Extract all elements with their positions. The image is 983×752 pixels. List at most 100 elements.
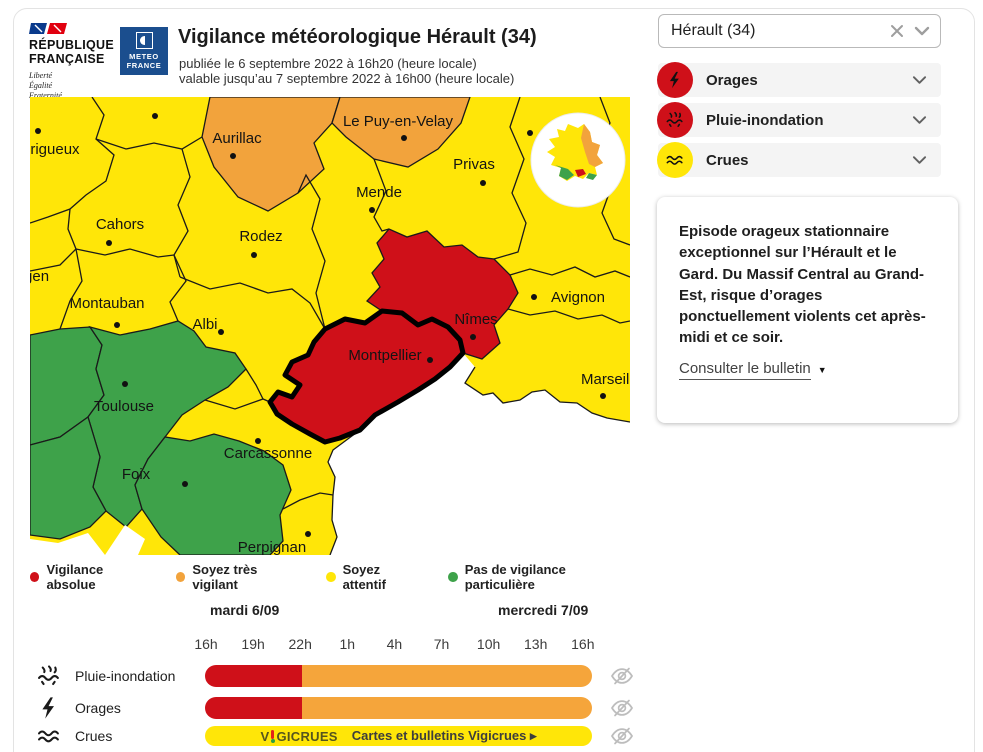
city-dot — [255, 438, 261, 444]
coastline — [327, 429, 361, 555]
city-dot — [218, 329, 224, 335]
department-hautes-pyrenees[interactable] — [30, 415, 107, 540]
city-dot — [427, 357, 433, 363]
map-city-label: Toulouse — [94, 398, 154, 415]
map-city-label: Montauban — [69, 295, 144, 312]
city-labels-layer: Périgueux Aurillac Le Puy-en-Velay Privas Me… — [30, 113, 630, 555]
chevron-down-icon[interactable] — [912, 75, 927, 85]
city-dot — [114, 322, 120, 328]
map-city-label: Agen — [30, 268, 49, 285]
city-dot — [527, 130, 533, 136]
legend-item: Vigilance absolue — [30, 562, 150, 592]
legend-item: Soyez très vigilant — [175, 562, 300, 592]
chevron-down-icon[interactable] — [912, 115, 927, 125]
hour-tick-label: 4h — [386, 636, 403, 652]
city-dot — [531, 294, 537, 300]
meteo-france-logo: METEO FRANCE — [120, 27, 168, 75]
legend-color-dot — [326, 572, 336, 582]
rain-flood-icon — [657, 102, 693, 138]
vigilance-map[interactable]: Périgueux Aurillac Le Puy-en-Velay Privas Me… — [30, 97, 630, 555]
timeline-row-orages: Orages — [30, 695, 635, 721]
hour-tick-label: 1h — [339, 636, 356, 652]
department-select-value: Hérault (34) — [671, 22, 756, 39]
timeline-row-label: Orages — [75, 700, 121, 716]
french-flag-icon — [29, 23, 67, 34]
map-city-label: Avignon — [551, 289, 605, 306]
phenomenon-row-pluie-inondation[interactable]: Pluie-inondation — [657, 102, 941, 138]
map-city-label: Marseille — [581, 371, 630, 388]
department-herault-selected[interactable] — [267, 308, 466, 445]
visibility-off-icon[interactable] — [609, 695, 635, 721]
legend-label: Pas de vigilance particulière — [464, 562, 566, 592]
timeline-row-label: Pluie-inondation — [75, 668, 176, 684]
map-city-label: Perpignan — [238, 539, 306, 555]
department-ariege[interactable] — [134, 433, 292, 555]
bulletin-card: Episode orageux stationnaire exceptionne… — [657, 197, 958, 423]
consult-bulletin-link[interactable]: Consulter le bulletin ▼ — [679, 360, 827, 380]
chevron-down-icon[interactable] — [912, 155, 927, 165]
vigilance-segment — [301, 665, 592, 687]
vigilance-segment — [301, 697, 592, 719]
caret-down-icon: ▼ — [817, 365, 827, 375]
map-city-label: Nîmes — [454, 311, 497, 328]
city-dot — [152, 113, 158, 119]
timeline-row-crues: Crues V GICRUES Cartes et bulletins Vigic… — [30, 723, 635, 749]
spain-border-area — [30, 533, 105, 555]
legend-item: Soyez attentif — [326, 562, 422, 592]
vigilance-segment — [205, 726, 592, 746]
map-city-label: Privas — [453, 156, 495, 173]
bulletin-text: Episode orageux stationnaire exceptionne… — [679, 223, 926, 347]
map-legend: Vigilance absolue Soyez très vigilant So… — [30, 562, 630, 592]
map-city-label: Cahors — [96, 216, 144, 233]
valid-until-date: valable jusqu’au 7 septembre 2022 à 16h0… — [179, 71, 515, 86]
clear-icon[interactable] — [890, 24, 904, 38]
hour-tick-label: 16h — [194, 636, 218, 652]
vigicrues-mark-icon — [270, 729, 275, 743]
department-haute-loire[interactable] — [331, 97, 471, 168]
legend-label: Vigilance absolue — [46, 562, 104, 592]
day-label: mercredi 7/09 — [498, 602, 589, 618]
storm-icon — [657, 62, 693, 98]
storm-icon — [36, 695, 64, 721]
mediterranean-sea — [328, 353, 630, 555]
phenomenon-label: Orages — [706, 71, 758, 89]
city-dot — [401, 135, 407, 141]
phenomenon-label: Pluie-inondation — [706, 111, 824, 129]
city-dot — [182, 481, 188, 487]
map-city-label: Aurillac — [212, 130, 262, 147]
city-dot — [230, 153, 236, 159]
phenomenon-row-orages[interactable]: Orages — [657, 62, 941, 98]
city-dot — [106, 240, 112, 246]
map-city-label: Le Puy-en-Velay — [343, 113, 454, 130]
spain-border-area — [105, 525, 145, 555]
flood-icon — [36, 723, 64, 749]
vigicrues-bulletins-button[interactable]: Cartes et bulletins Vigicrues ▸ — [351, 728, 537, 743]
visibility-off-icon[interactable] — [609, 663, 635, 689]
day-label: mardi 6/09 — [210, 602, 280, 618]
legend-item: Pas de vigilance particulière — [448, 562, 630, 592]
hour-tick-label: 22h — [288, 636, 312, 652]
city-dot — [369, 207, 375, 213]
city-dot — [35, 128, 41, 134]
hour-tick-label: 19h — [241, 636, 265, 652]
vigilance-timeline: mardi 6/09 mercredi 7/09 16h 19h 22h 1h 4h 7h… — [30, 600, 645, 752]
chevron-down-icon[interactable] — [914, 26, 930, 36]
map-city-label: Foix — [122, 466, 151, 483]
hour-tick-label: 10h — [476, 636, 501, 652]
visibility-off-icon[interactable] — [609, 723, 635, 749]
rf-motto: Liberté Égalité Fraternité — [29, 70, 62, 100]
map-city-label: Mende — [356, 184, 402, 201]
map-city-label: Périgueux — [30, 141, 80, 158]
department-select[interactable]: Hérault (34) — [658, 14, 941, 48]
vigilance-segment — [205, 697, 302, 719]
timeline-bar — [205, 697, 592, 719]
published-date: publiée le 6 septembre 2022 à 16h20 (heu… — [179, 56, 477, 71]
legend-label: Soyez attentif — [342, 562, 386, 592]
legend-label: Soyez très vigilant — [192, 562, 258, 592]
timeline-bar — [205, 665, 592, 687]
map-city-label: Albi — [192, 316, 217, 333]
phenomenon-label: Crues — [706, 151, 749, 169]
phenomenon-row-crues[interactable]: Crues — [657, 142, 941, 178]
map-city-label: Carcassonne — [224, 445, 312, 462]
